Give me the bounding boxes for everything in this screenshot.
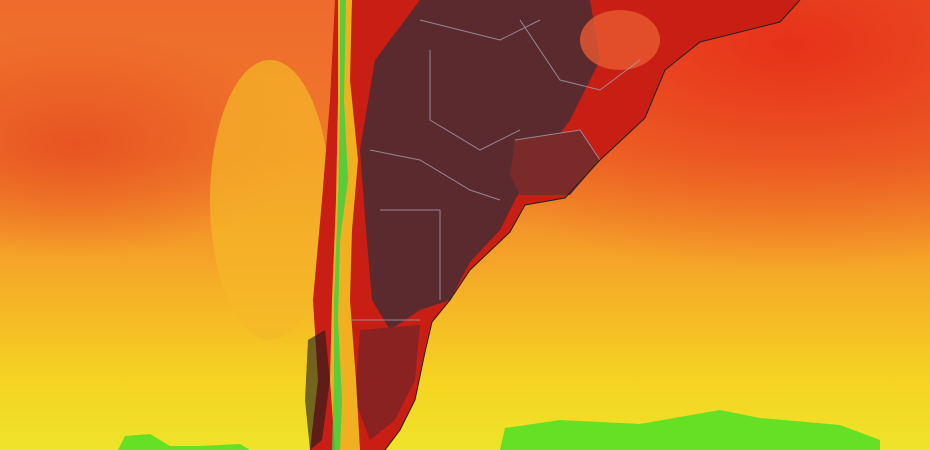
coastline — [384, 0, 801, 450]
chile-fjords — [305, 330, 330, 450]
cold-patch-southwest — [118, 434, 250, 450]
uruguay-hot — [510, 130, 600, 195]
hottest-core — [360, 0, 600, 330]
warm-spot-brazil — [580, 10, 660, 70]
andes-green-strip — [332, 0, 348, 450]
province-borders — [350, 19, 641, 321]
cold-band-south — [500, 410, 880, 450]
patagonia-hot — [355, 325, 420, 440]
yellow-tongue-pacific — [210, 60, 330, 340]
